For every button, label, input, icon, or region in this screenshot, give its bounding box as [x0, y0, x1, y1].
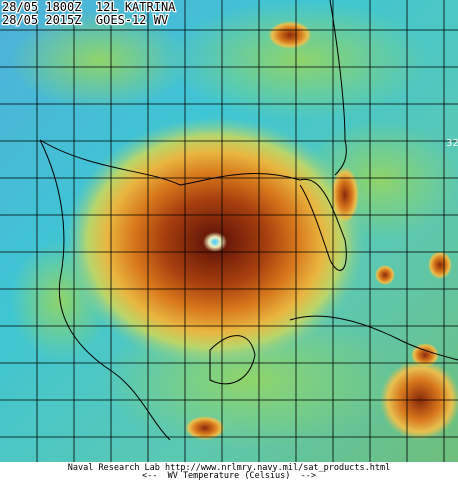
coastlines — [39, 0, 458, 441]
grid-label: 32 — [446, 138, 458, 149]
header-line: 28/05 2015Z GOES-12 WV — [2, 13, 168, 27]
legend-caption: <-- WV Temperature (Celsius) --> — [142, 471, 316, 480]
header-line: 28/05 1800Z 12L KATRINA — [2, 0, 176, 14]
lat-lon-grid — [0, 0, 458, 462]
cloud-patches — [10, 0, 458, 450]
footer-band — [0, 462, 458, 480]
credit: Naval Research Lab http://www.nrlmry.nav… — [68, 463, 390, 473]
